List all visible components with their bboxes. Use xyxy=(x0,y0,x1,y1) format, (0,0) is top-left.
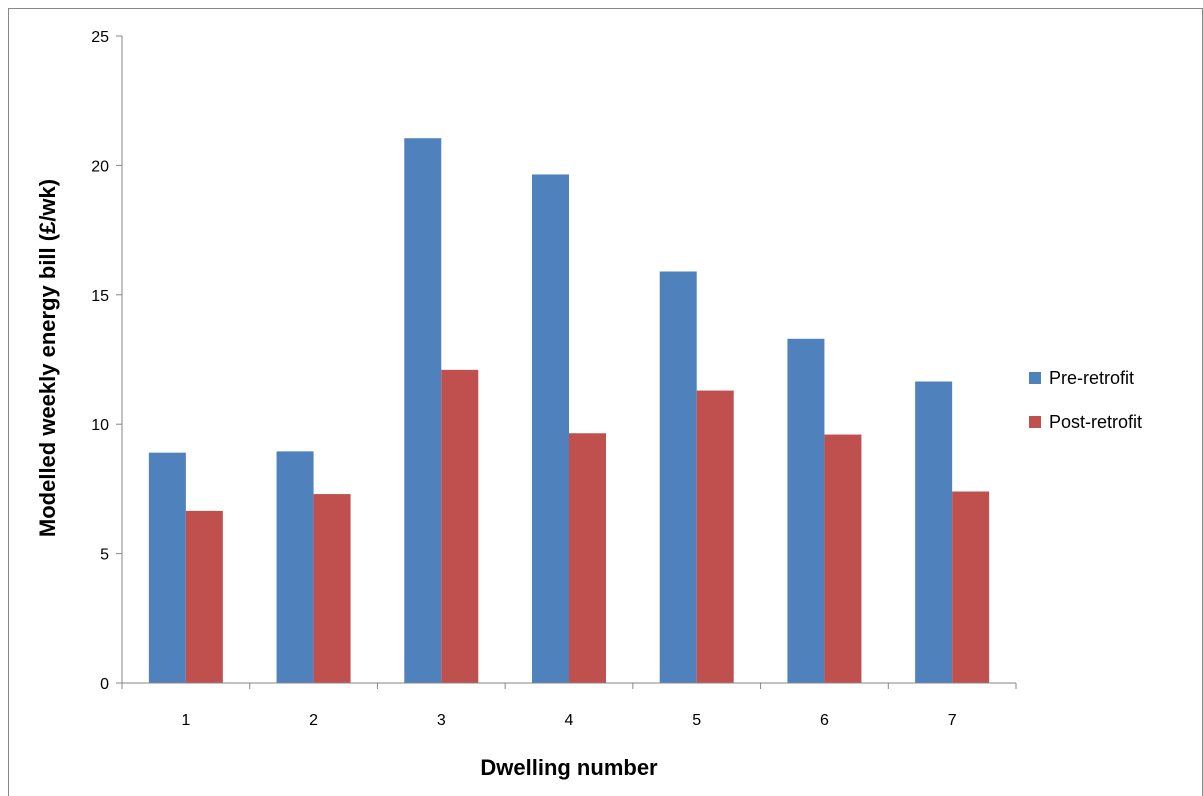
bar-post-retrofit-3 xyxy=(441,369,479,683)
y-axis-title: Modelled weekly energy bill (£/wk) xyxy=(35,179,60,537)
bar-pre-retrofit-1 xyxy=(148,452,186,683)
bar-pre-retrofit-3 xyxy=(404,138,442,683)
x-axis-title: Dwelling number xyxy=(480,755,658,780)
legend: Pre-retrofit Post-retrofit xyxy=(1029,368,1142,432)
bar-post-retrofit-5 xyxy=(696,390,734,683)
bar-pre-retrofit-7 xyxy=(915,381,953,683)
bar-post-retrofit-2 xyxy=(313,494,351,683)
bar-pre-retrofit-6 xyxy=(787,338,825,683)
bar-pre-retrofit-5 xyxy=(659,271,697,683)
x-tick-label: 1 xyxy=(181,712,190,729)
x-tick-label: 4 xyxy=(565,712,574,729)
legend-swatch-post-retrofit xyxy=(1029,416,1041,428)
x-tick-label: 6 xyxy=(820,712,829,729)
legend-swatch-pre-retrofit xyxy=(1029,372,1041,384)
x-tick-label: 2 xyxy=(309,712,318,729)
y-tick-label: 15 xyxy=(91,288,109,305)
y-tick-label: 0 xyxy=(100,676,109,693)
bar-post-retrofit-4 xyxy=(569,433,606,683)
bars-layer xyxy=(148,138,990,683)
y-tick-label: 5 xyxy=(100,547,109,564)
y-tick-label: 10 xyxy=(91,417,109,434)
x-tick-label: 7 xyxy=(948,712,957,729)
y-tick-label: 25 xyxy=(91,29,109,46)
axes-layer: 0 5 10 15 20 25 1 2 3 4 5 6 7 xyxy=(91,29,1017,729)
y-tick-label: 20 xyxy=(91,158,109,175)
bar-post-retrofit-6 xyxy=(824,434,862,683)
bar-post-retrofit-1 xyxy=(185,510,223,683)
bar-pre-retrofit-4 xyxy=(532,174,569,683)
x-tick-label: 3 xyxy=(437,712,446,729)
bar-pre-retrofit-2 xyxy=(276,451,314,683)
bar-post-retrofit-7 xyxy=(952,491,990,683)
x-tick-label: 5 xyxy=(692,712,701,729)
legend-label: Post-retrofit xyxy=(1049,412,1142,432)
legend-label: Pre-retrofit xyxy=(1049,368,1134,388)
